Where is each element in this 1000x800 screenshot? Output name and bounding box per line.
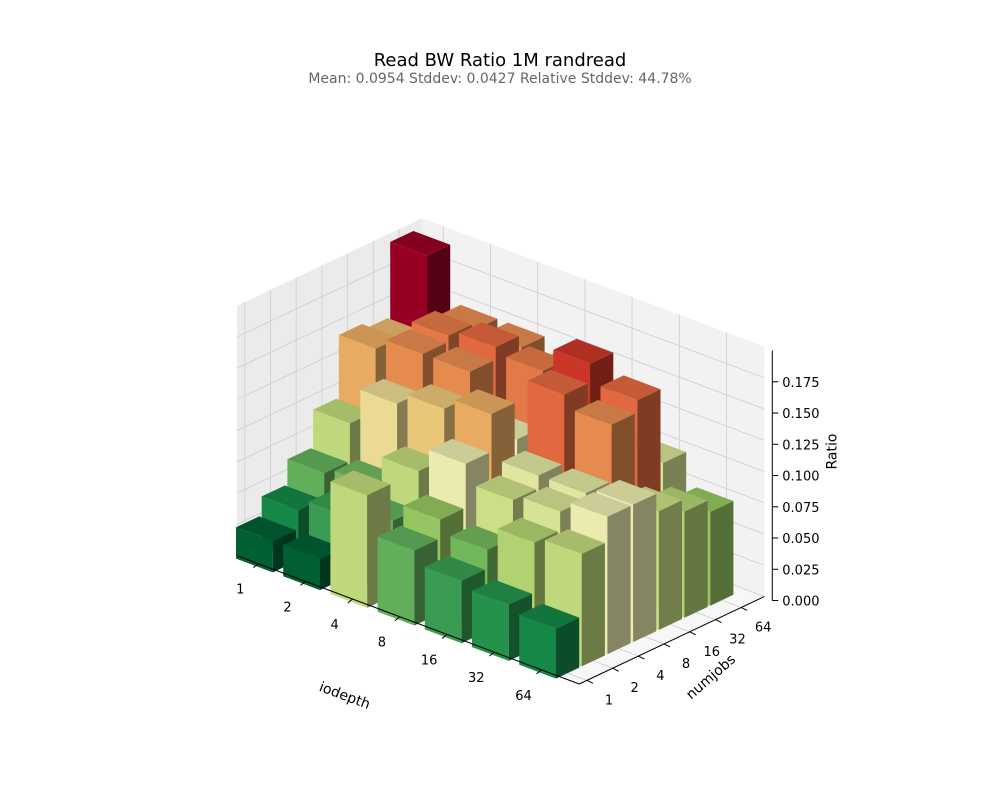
y-tick [586,679,594,684]
bar-top-face [549,468,610,494]
bar-top-face [330,470,391,496]
bar-side-face [684,500,708,618]
bar-top-face [497,517,558,543]
bar-top-face [523,486,584,512]
y-tick-label: 8 [682,657,690,672]
y-tick-label: 16 [703,645,720,660]
chart-subtitle: Mean: 0.0954 Stddev: 0.0427 Relative Std… [308,71,692,87]
z-tick-label: 0.175 [782,376,819,391]
bar-front-face [330,481,368,608]
bar-top-face [283,534,344,559]
bar-top-face [403,494,464,520]
y-tick-label: 2 [631,681,639,696]
y-tick [612,667,619,672]
bar-side-face [607,505,631,655]
x-tick [394,616,401,622]
bar-top-face [411,310,472,336]
z-tick-label: 0.100 [782,470,819,485]
bar-top-face [386,329,446,354]
x-tick-label: 32 [468,671,485,686]
y-tick-label: 4 [656,669,664,684]
x-tick-label: 64 [515,689,532,704]
bar-top-face [454,389,515,414]
bar-top-face [458,322,519,347]
y-tick [715,619,722,624]
bar-top-face [429,438,489,464]
y-tick [663,643,671,648]
bar-top-face [261,485,322,511]
bar-top-face [287,448,348,474]
bar-front-face [472,590,509,661]
x-tick-label: 2 [283,600,291,615]
bar-top-face [501,450,562,476]
bar-top-face [236,516,296,542]
bar-top-face [424,555,485,581]
bar [519,603,580,679]
bar-top-face [476,475,537,501]
chart-title: Read BW Ratio 1M randread [373,50,627,71]
bar-front-face [377,536,415,626]
bar-top-face [338,324,399,349]
bar-front-face [519,614,556,679]
y-tick-label: 1 [605,693,613,708]
bars [236,231,734,679]
z-axis-label: Ratio [824,434,840,470]
x-tick-label: 16 [421,653,438,668]
x-tick-label: 8 [378,636,386,651]
z-tick-label: 0.150 [782,407,819,422]
y-tick [689,631,696,636]
bar-top-face [381,446,442,471]
x-tick [488,651,495,657]
x-tick [252,563,259,569]
x-tick [347,598,354,604]
bar-top-face [334,459,395,485]
bar-front-face [283,545,320,591]
x-tick [300,580,306,586]
y-tick [638,655,645,660]
bar-top-face [313,398,374,424]
bar-top-face [450,525,511,550]
bar-front-face [424,566,462,644]
x-axis-label: iodepth [317,679,372,713]
bar-top-face [407,384,468,409]
bar-top-face [519,603,580,629]
y-tick-label: 32 [729,633,746,648]
bar-side-face [658,500,682,630]
x-tick-label: 4 [331,618,339,633]
y-tick [740,607,748,611]
bar-front-face [236,527,273,573]
bar-top-face [600,375,661,401]
bar-top-face [506,346,567,371]
bar-side-face [581,543,605,667]
x-tick-label: 1 [236,583,244,598]
bar-top-face [544,529,605,554]
bar-side-face [556,617,580,679]
x-axis-line [236,555,580,685]
y-tick-label: 64 [755,620,772,635]
bar-top-face [472,579,532,605]
bar-top-face [527,369,588,395]
bar-top-face [377,525,438,551]
z-tick-label: 0.050 [782,532,819,547]
bar-top-face [433,346,494,372]
bar-top-face [570,492,631,517]
bar-top-face [390,231,451,256]
bar-top-face [596,479,657,505]
z-tick-label: 0.025 [782,563,819,578]
z-tick-label: 0.075 [782,501,819,516]
y-axis-line [579,596,765,685]
x-tick [536,669,542,675]
bar-top-face [574,400,635,425]
x-tick [441,634,448,639]
bar-side-face [633,493,657,643]
bar-side-face [710,501,734,606]
z-tick-label: 0.125 [782,438,819,453]
z-tick-label: 0.000 [782,595,819,610]
bar-top-face [553,338,614,364]
bar-top-face [360,378,421,404]
